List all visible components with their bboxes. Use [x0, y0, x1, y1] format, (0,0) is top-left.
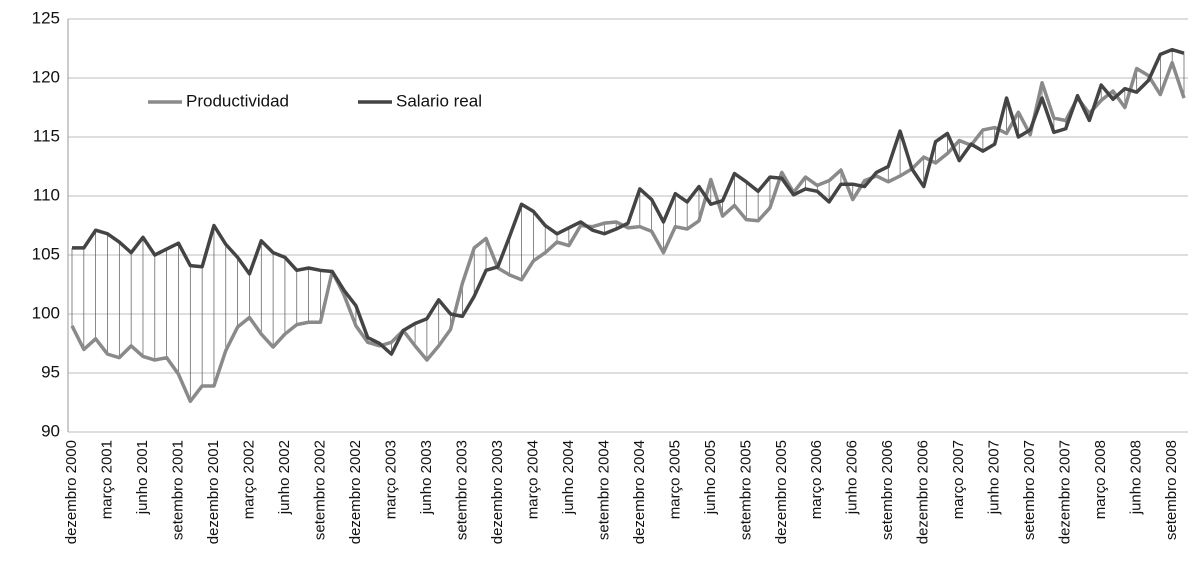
x-tick-label: setembro 2004: [595, 440, 612, 540]
x-tick-label: março 2007: [950, 440, 967, 519]
x-tick-label: dezembro 2001: [205, 440, 222, 544]
x-tick-label: dezembro 2000: [63, 440, 80, 544]
x-tick-label: março 2003: [382, 440, 399, 519]
y-tick-label: 110: [33, 185, 60, 204]
legend-label: Productividad: [186, 91, 289, 110]
series-line: [72, 47, 1185, 356]
y-tick-label: 105: [32, 244, 60, 263]
x-tick-label: dezembro 2004: [631, 440, 648, 544]
x-tick-label: setembro 2005: [737, 440, 754, 540]
x-tick-label: dezembro 2007: [1057, 440, 1074, 544]
x-tick-label: setembro 2008: [1163, 440, 1180, 540]
y-tick-label: 125: [32, 8, 60, 27]
x-tick-label: junho 2005: [702, 440, 719, 515]
x-tick-label: setembro 2002: [311, 440, 328, 540]
legend-label: Salario real: [396, 91, 482, 110]
x-tick-label: março 2001: [98, 440, 115, 519]
x-tick-label: junho 2008: [1128, 440, 1145, 515]
x-tick-label: setembro 2003: [453, 440, 470, 540]
x-tick-label: junho 2004: [560, 440, 577, 515]
x-tick-label: junho 2002: [276, 440, 293, 515]
x-tick-label: setembro 2007: [1021, 440, 1038, 540]
x-tick-label: março 2005: [666, 440, 683, 519]
x-tick-label: junho 2001: [134, 440, 151, 515]
y-tick-label: 120: [32, 67, 60, 86]
x-tick-label: março 2008: [1092, 440, 1109, 519]
x-tick-label: dezembro 2003: [489, 440, 506, 544]
y-tick-label: 90: [41, 421, 60, 440]
series-line: [70, 60, 1186, 404]
x-tick-label: março 2002: [240, 440, 257, 519]
x-tick-label: março 2004: [524, 440, 541, 519]
y-tick-label: 115: [33, 126, 60, 145]
x-tick-label: junho 2006: [844, 440, 861, 515]
x-tick-label: junho 2007: [986, 440, 1003, 515]
x-tick-label: dezembro 2005: [773, 440, 790, 544]
x-tick-label: setembro 2001: [169, 440, 186, 540]
x-tick-label: junho 2003: [418, 440, 435, 515]
x-tick-label: dezembro 2002: [347, 440, 364, 544]
x-tick-label: setembro 2006: [879, 440, 896, 540]
x-tick-label: março 2006: [808, 440, 825, 519]
y-tick-label: 95: [41, 362, 60, 381]
y-tick-label: 100: [32, 303, 60, 322]
x-tick-label: dezembro 2006: [915, 440, 932, 544]
